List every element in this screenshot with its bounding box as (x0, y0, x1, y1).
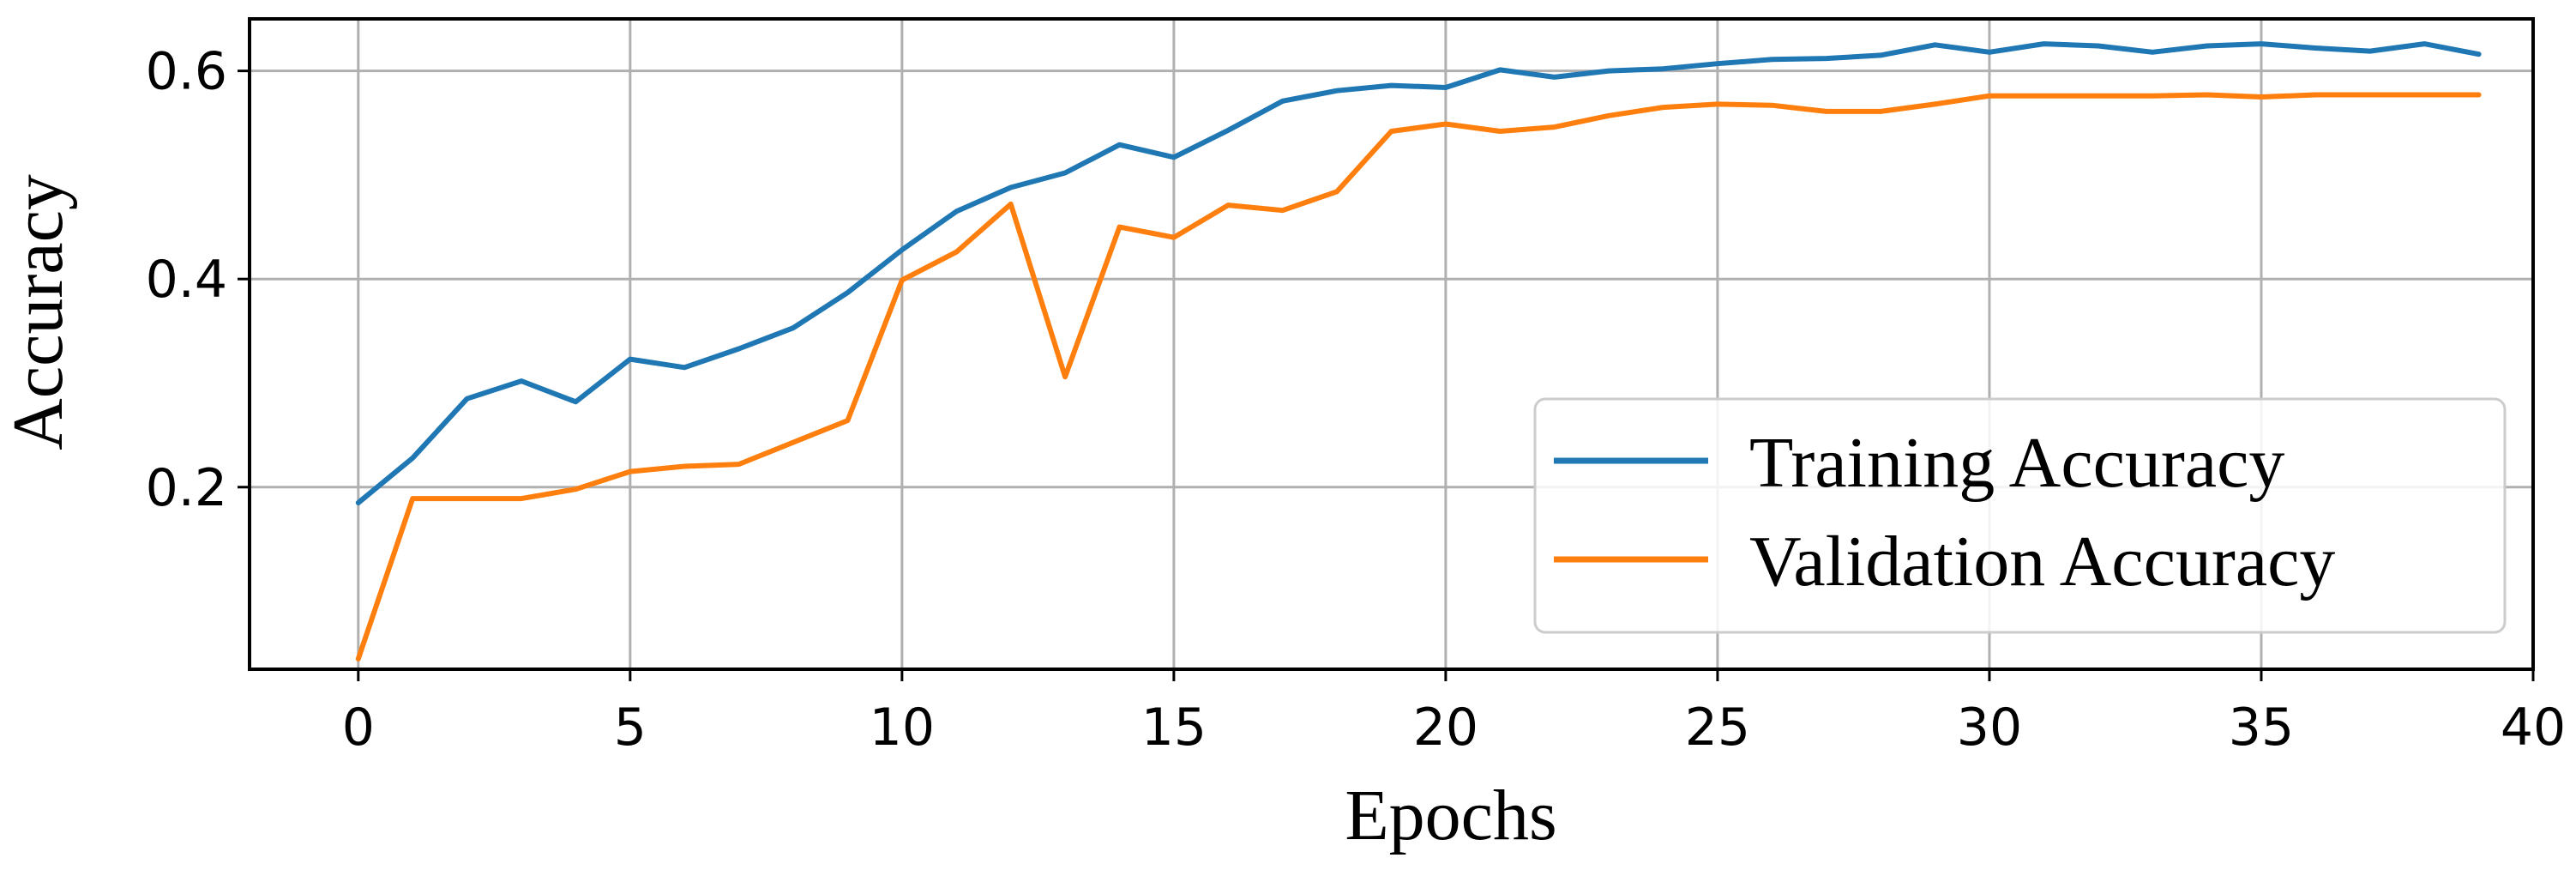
validation-accuracy-line (355, 92, 2482, 662)
axis-ticks: 0 5 10 15 20 25 30 35 40 0.2 0.4 0.6 (146, 42, 2567, 758)
y-tick-label: 0.2 (146, 458, 227, 518)
legend-label-training: Training Accuracy (1749, 423, 2284, 503)
x-tick-label: 15 (1141, 698, 1207, 758)
x-tick-label: 5 (614, 698, 647, 758)
y-tick-label: 0.6 (146, 42, 227, 102)
y-tick-label: 0.4 (146, 250, 227, 310)
x-tick-label: 35 (2229, 698, 2294, 758)
legend-label-validation: Validation Accuracy (1749, 522, 2335, 601)
x-axis-title: Epochs (1345, 776, 1556, 855)
series-lines (355, 41, 2482, 662)
plot-frame (248, 17, 2535, 671)
y-axis-title: Accuracy (0, 174, 78, 450)
x-tick-label: 25 (1685, 698, 1750, 758)
x-tick-label: 40 (2501, 698, 2566, 758)
x-tick-label: 30 (1957, 698, 2022, 758)
legend-box (1533, 397, 2507, 634)
x-tick-label: 0 (342, 698, 375, 758)
legend: Training Accuracy Validation Accuracy (1533, 397, 2507, 634)
training-accuracy-line (355, 41, 2482, 505)
x-tick-label: 20 (1413, 698, 1478, 758)
x-tick-label: 10 (870, 698, 935, 758)
